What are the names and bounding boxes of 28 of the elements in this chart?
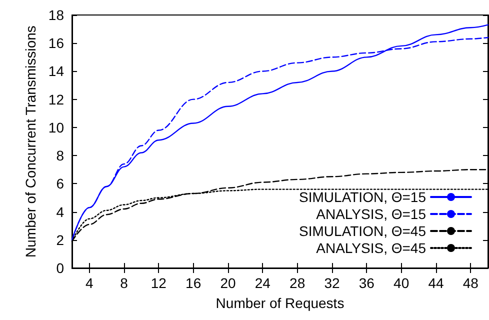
legend-label: ANALYSIS, Θ=15 (316, 206, 426, 222)
x-tick-label: 24 (254, 275, 271, 291)
y-tick-label: 16 (48, 35, 64, 52)
y-tick-label: 6 (56, 176, 64, 192)
x-tick-label: 40 (394, 275, 410, 291)
y-tick-label: 18 (48, 7, 64, 23)
legend-label: ANALYSIS, Θ=45 (316, 240, 426, 256)
y-axis-title: Number of Concurrent Transmissions (22, 26, 39, 258)
x-tick-label: 36 (358, 275, 375, 291)
x-tick-label: 16 (186, 275, 202, 291)
x-axis-title: Number of Requests (216, 295, 344, 311)
y-tick-label: 4 (56, 204, 64, 220)
x-tick-label: 8 (120, 275, 128, 291)
y-tick-label: 12 (48, 91, 64, 108)
y-tick-label: 2 (56, 232, 64, 248)
x-tick-label: 44 (428, 275, 444, 291)
y-tick-label: 8 (56, 148, 64, 164)
legend-label: SIMULATION, Θ=45 (299, 223, 426, 239)
x-tick-label: 32 (324, 275, 340, 291)
legend-label: SIMULATION, Θ=15 (299, 189, 426, 205)
x-tick-label: 48 (462, 275, 479, 291)
y-tick-label: 14 (48, 63, 64, 80)
x-tick-label: 4 (85, 275, 94, 291)
y-tick-label: 0 (56, 260, 64, 276)
x-tick-label: 20 (220, 275, 236, 291)
x-tick-label: 28 (290, 275, 306, 291)
x-tick-label: 12 (150, 275, 167, 291)
y-tick-label: 10 (48, 119, 64, 136)
